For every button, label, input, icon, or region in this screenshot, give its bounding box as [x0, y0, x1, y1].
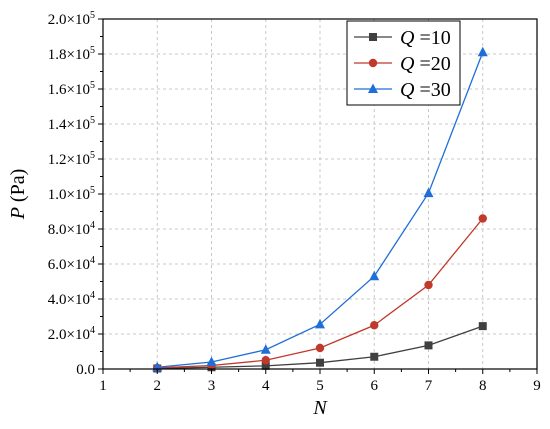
y-tick-exponent: 5	[90, 80, 95, 91]
data-point	[260, 344, 271, 354]
legend-item: Q =10	[354, 27, 451, 49]
data-point	[315, 343, 325, 353]
y-tick-exponent: 4	[90, 255, 95, 266]
y-tick-label: 2.0×105	[48, 10, 95, 28]
y-tick-label: 1.0×105	[48, 185, 95, 203]
data-point	[369, 270, 380, 281]
legend-swatch-marker	[368, 83, 378, 93]
y-tick-exponent: 4	[90, 290, 95, 301]
data-point	[478, 214, 487, 223]
data-point	[370, 321, 379, 330]
y-tick-exponent: 5	[90, 150, 95, 161]
y-tick-label: 8.0×104	[48, 220, 95, 238]
x-tick-label: 5	[316, 378, 324, 394]
y-tick-exponent: 5	[90, 185, 95, 196]
legend-label-var: Q	[400, 53, 415, 75]
legend-label-value: =30	[419, 79, 450, 101]
legend-box	[346, 20, 461, 106]
y-tick-label: 1.6×105	[48, 80, 95, 98]
x-tick-label: 1	[99, 378, 107, 394]
data-point	[477, 46, 488, 57]
legend-swatch-marker	[368, 58, 378, 68]
y-tick-exponent: 5	[90, 45, 95, 56]
y-tick-label: 6.0×104	[48, 255, 95, 273]
legend-item: Q =30	[354, 79, 451, 101]
data-point	[316, 358, 324, 367]
grid-lines	[103, 19, 537, 369]
data-point	[206, 356, 217, 366]
data-point	[315, 318, 325, 329]
x-tick-label: 2	[154, 378, 162, 394]
data-point	[261, 361, 270, 370]
legend-item: Q =20	[354, 53, 451, 75]
legend-label: Q =30	[400, 79, 451, 101]
legend-label: Q =20	[400, 53, 451, 75]
legend-label-value: =20	[419, 53, 450, 75]
x-tick-label: 3	[208, 378, 216, 394]
data-point	[478, 322, 487, 331]
y-axis-title: P (Pa)	[7, 169, 29, 221]
x-tick-label: 4	[262, 378, 270, 394]
x-tick-label: 6	[371, 378, 379, 394]
y-tick-label: 4.0×104	[48, 290, 95, 308]
y-tick-exponent: 4	[90, 325, 95, 336]
legend-label-value: =10	[419, 27, 450, 49]
y-tick-label: 2.0×104	[48, 325, 95, 343]
data-point	[261, 356, 270, 365]
y-axis-title-unit: (Pa)	[7, 169, 29, 202]
y-tick-label: 1.8×105	[48, 45, 95, 63]
data-point	[423, 187, 434, 198]
legend-label-var: Q	[400, 27, 415, 49]
y-tick-exponent: 4	[90, 220, 95, 231]
x-tick-label: 9	[533, 378, 541, 394]
y-axis-title-var: P	[7, 207, 29, 220]
y-tick-exponent: 5	[90, 10, 95, 21]
y-tick-label: 1.2×105	[48, 150, 95, 168]
legend: Q =10Q =20Q =30	[346, 20, 461, 106]
data-point	[424, 280, 433, 290]
x-tick-label: 7	[425, 378, 433, 394]
legend-label: Q =10	[400, 27, 451, 49]
y-tick-label: 0.0	[76, 362, 95, 378]
axis-ticks: 1 2 3 4 5 6 7 8 9 0.0 2.0×104 4.0×104 6.0×104 8.0×104…	[48, 10, 541, 394]
x-axis-title: N	[312, 397, 328, 419]
legend-label-var: Q	[400, 79, 415, 101]
x-tick-label: 8	[479, 378, 487, 394]
y-tick-exponent: 5	[90, 115, 95, 126]
legend-swatch-marker	[369, 33, 377, 41]
data-point	[424, 341, 433, 350]
data-point	[370, 352, 379, 361]
y-tick-label: 1.4×105	[48, 115, 95, 133]
